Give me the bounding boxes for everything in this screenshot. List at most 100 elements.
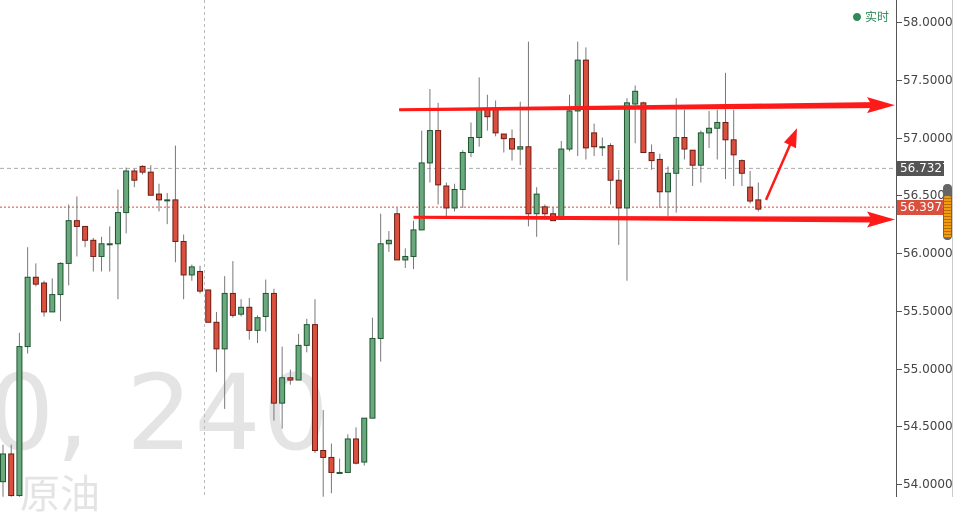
candle[interactable]	[123, 167, 130, 234]
candle[interactable]	[229, 261, 236, 318]
candle[interactable]	[632, 85, 639, 144]
candle[interactable]	[90, 237, 97, 272]
realtime-indicator[interactable]: 实时	[853, 8, 889, 25]
candle[interactable]	[451, 183, 458, 212]
price-axis[interactable]	[896, 0, 897, 497]
candle[interactable]	[188, 264, 195, 281]
candle[interactable]	[615, 169, 622, 245]
candle[interactable]	[697, 130, 704, 183]
candle[interactable]	[32, 263, 39, 287]
candle[interactable]	[361, 417, 368, 466]
candle[interactable]	[49, 278, 56, 313]
candle[interactable]	[599, 137, 606, 156]
candle[interactable]	[221, 276, 228, 409]
candle[interactable]	[574, 41, 581, 156]
candle[interactable]	[509, 129, 516, 161]
candle[interactable]	[443, 182, 450, 218]
candle[interactable]	[476, 77, 483, 147]
candle[interactable]	[16, 332, 23, 497]
candle[interactable]	[73, 196, 80, 257]
candle[interactable]	[164, 192, 171, 225]
candle[interactable]	[459, 150, 466, 208]
candle[interactable]	[410, 220, 417, 270]
candle-body-up	[599, 146, 606, 149]
candle[interactable]	[82, 225, 89, 248]
candle[interactable]	[673, 98, 680, 213]
candle[interactable]	[262, 279, 269, 332]
candle[interactable]	[311, 299, 318, 453]
candle[interactable]	[426, 88, 433, 183]
candle[interactable]	[336, 458, 343, 474]
scrollbar-grip[interactable]	[944, 196, 951, 238]
candle[interactable]	[656, 153, 663, 208]
candle[interactable]	[41, 280, 48, 317]
candle[interactable]	[238, 299, 245, 317]
candle[interactable]	[8, 444, 15, 497]
candle[interactable]	[344, 434, 351, 473]
candle[interactable]	[566, 94, 573, 152]
candle[interactable]	[607, 143, 614, 205]
candle[interactable]	[254, 315, 261, 344]
candle[interactable]	[435, 102, 442, 205]
candle[interactable]	[106, 226, 113, 272]
candle[interactable]	[353, 427, 360, 465]
candle[interactable]	[320, 410, 327, 497]
candle[interactable]	[648, 144, 655, 170]
candle[interactable]	[533, 187, 540, 237]
candle[interactable]	[525, 41, 532, 227]
candle[interactable]	[24, 247, 31, 354]
candle[interactable]	[517, 101, 524, 166]
candle[interactable]	[65, 204, 72, 286]
candle-body-down	[722, 121, 729, 141]
price-tick-label: 55.5000	[903, 303, 953, 318]
candle[interactable]	[147, 165, 154, 196]
candle[interactable]	[197, 265, 204, 294]
candle[interactable]	[640, 101, 647, 154]
candle[interactable]	[722, 72, 729, 180]
candle[interactable]	[98, 236, 105, 272]
candle[interactable]	[287, 369, 294, 385]
candle[interactable]	[213, 311, 220, 372]
candle[interactable]	[328, 443, 335, 494]
candle[interactable]	[582, 47, 589, 160]
candle[interactable]	[295, 333, 302, 381]
candle[interactable]	[279, 346, 286, 429]
candle[interactable]	[747, 170, 754, 204]
candle[interactable]	[270, 288, 277, 421]
candle[interactable]	[492, 100, 499, 137]
candle[interactable]	[131, 168, 138, 188]
candle[interactable]	[57, 262, 64, 322]
candle[interactable]	[172, 145, 179, 263]
candle[interactable]	[180, 234, 187, 300]
candle[interactable]	[484, 94, 491, 131]
candle[interactable]	[418, 130, 425, 231]
candlestick-chart[interactable]	[0, 0, 953, 497]
candle[interactable]	[246, 298, 253, 340]
candle[interactable]	[114, 189, 121, 300]
price-scale-scrollbar[interactable]	[943, 184, 952, 240]
candle[interactable]	[706, 110, 713, 148]
candle[interactable]	[402, 248, 409, 269]
candle[interactable]	[139, 165, 146, 175]
candle[interactable]	[714, 109, 721, 160]
candle[interactable]	[377, 213, 384, 362]
candle[interactable]	[755, 182, 762, 212]
candle[interactable]	[369, 317, 376, 419]
candle[interactable]	[689, 149, 696, 187]
candle[interactable]	[730, 109, 737, 187]
candle[interactable]	[623, 98, 630, 281]
candle[interactable]	[303, 318, 310, 353]
candle[interactable]	[500, 133, 507, 153]
candle[interactable]	[385, 231, 392, 252]
candle[interactable]	[394, 207, 401, 261]
candle[interactable]	[665, 166, 672, 217]
candle[interactable]	[467, 122, 474, 158]
candle[interactable]	[558, 140, 565, 221]
candle[interactable]	[155, 183, 162, 212]
candle[interactable]	[0, 444, 6, 497]
candle[interactable]	[681, 109, 688, 160]
candle[interactable]	[205, 289, 212, 323]
candle[interactable]	[541, 204, 548, 217]
candle[interactable]	[591, 123, 598, 156]
candle[interactable]	[738, 159, 745, 187]
